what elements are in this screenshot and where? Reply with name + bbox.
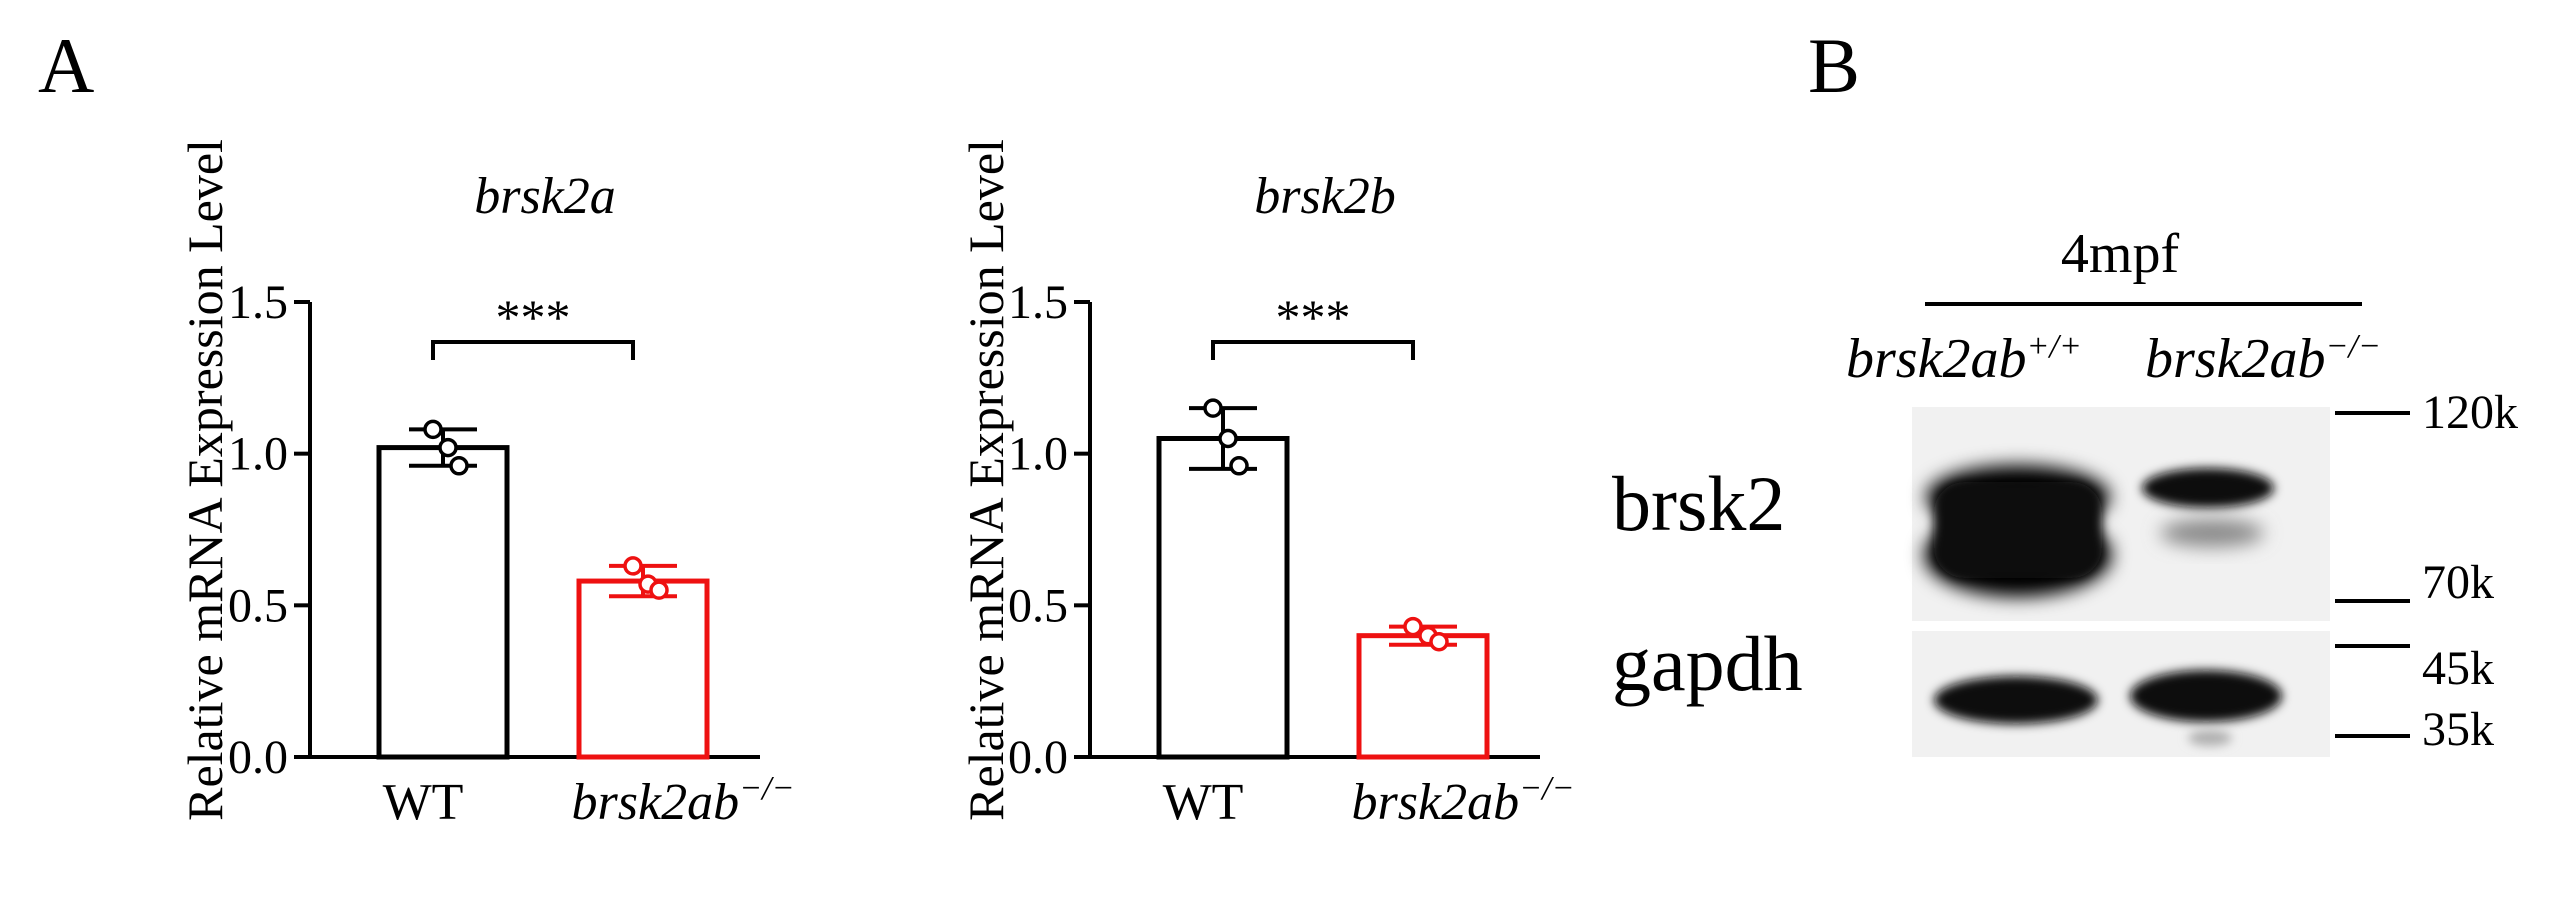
y-tick-label: 1.0 — [1008, 428, 1068, 481]
band-brsk2-wild-type-core — [1934, 482, 2102, 578]
significance-bracket — [431, 340, 635, 360]
band-gapdh-wild-type — [1934, 676, 2098, 724]
bar-chart-brsk2a: brsk2a Relative mRNA Expression Level 0.… — [177, 139, 794, 831]
bar-mutant — [576, 578, 710, 760]
bar-mutant — [1356, 633, 1490, 760]
band-brsk2-mutant-lower — [2160, 519, 2264, 547]
x-category-label: brsk2ab−/− — [1352, 770, 1575, 831]
data-point — [1403, 616, 1423, 637]
y-tick-label: 0.0 — [1008, 731, 1068, 784]
data-point — [1203, 398, 1223, 418]
y-axis-label: Relative mRNA Expression Level — [958, 139, 1014, 821]
y-axis-label: Relative mRNA Expression Level — [177, 139, 233, 821]
x-category-label: WT — [383, 774, 464, 831]
data-point — [438, 437, 458, 458]
lane-label-wild-type: brsk2ab+/+ — [1846, 328, 2082, 390]
western-blot: 4mpf brsk2ab+/+ brsk2ab−/− brsk2 gapdh 1… — [1612, 223, 2518, 757]
data-point — [1229, 456, 1249, 476]
data-point — [623, 556, 643, 576]
protein-label-brsk2: brsk2 — [1612, 460, 1785, 547]
panel-label-b: B — [1808, 22, 1860, 109]
chart-title: brsk2b — [1254, 168, 1396, 225]
bar-wt — [1156, 436, 1290, 760]
panel-label-a: A — [38, 22, 94, 109]
marker-label-45k: 45k — [2422, 642, 2494, 695]
timepoint-label: 4mpf — [2061, 223, 2180, 285]
bar-wt — [376, 445, 510, 760]
protein-label-gapdh: gapdh — [1612, 620, 1803, 707]
marker-label-35k: 35k — [2422, 703, 2494, 756]
data-point — [449, 456, 469, 476]
lane-label-mutant: brsk2ab−/− — [2145, 328, 2381, 390]
marker-label-120k: 120k — [2422, 386, 2518, 439]
band-gapdh-mutant-lower — [2188, 730, 2232, 746]
y-tick-label: 0.5 — [1008, 579, 1068, 632]
bar-chart-brsk2b: brsk2b Relative mRNA Expression Level 0.… — [958, 139, 1574, 831]
y-tick-label: 0.5 — [228, 579, 288, 632]
significance-marker: *** — [1276, 289, 1351, 345]
band-gapdh-mutant — [2130, 670, 2282, 722]
marker-label-70k: 70k — [2422, 556, 2494, 609]
y-tick-label: 1.5 — [228, 276, 288, 329]
x-category-label: brsk2ab−/− — [572, 770, 795, 831]
data-point — [1218, 428, 1238, 449]
y-tick-label: 1.5 — [1008, 276, 1068, 329]
y-tick-label: 0.0 — [228, 731, 288, 784]
chart-title: brsk2a — [474, 168, 616, 225]
band-brsk2-mutant-upper — [2142, 468, 2274, 508]
y-tick-label: 1.0 — [228, 428, 288, 481]
data-point — [1429, 631, 1449, 652]
significance-bracket — [1211, 340, 1415, 360]
data-point — [649, 580, 669, 600]
x-category-label: WT — [1163, 774, 1244, 831]
significance-marker: *** — [496, 289, 571, 345]
data-point — [423, 419, 443, 440]
